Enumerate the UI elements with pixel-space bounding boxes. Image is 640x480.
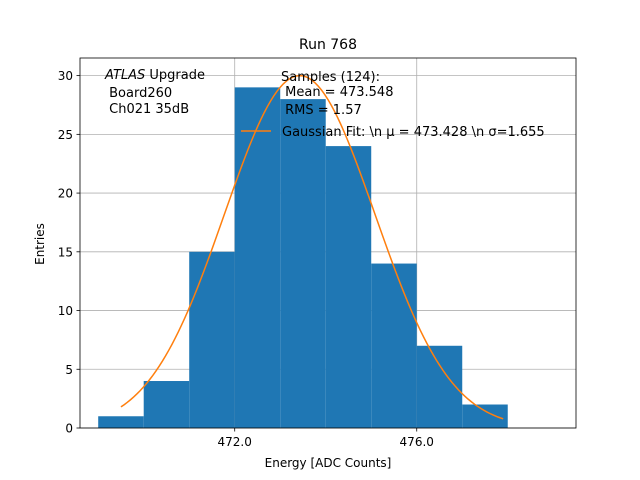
- gaussian-fit-curve: [120, 74, 504, 420]
- axis-ticks: 0 5 10 15 20 25 30 472.0 476.0: [58, 69, 434, 449]
- x-tick-label: 476.0: [400, 435, 434, 449]
- histogram-bar: [98, 416, 144, 428]
- upgrade-label: Upgrade: [145, 68, 205, 83]
- histogram-bars: [98, 87, 508, 428]
- y-tick-label: 0: [65, 422, 73, 436]
- histogram-bar: [416, 345, 463, 428]
- y-tick-label: 30: [58, 69, 73, 83]
- y-tick-label: 5: [65, 363, 73, 377]
- channel-annotation: Ch021 35dB: [105, 102, 189, 117]
- histogram-bar: [462, 404, 508, 428]
- y-axis-label: Entries: [33, 223, 47, 265]
- legend-mean: Mean = 473.548: [281, 85, 393, 100]
- histogram-bar: [234, 87, 281, 428]
- histogram-bar: [325, 146, 372, 428]
- x-axis-label: Energy [ADC Counts]: [265, 456, 392, 470]
- legend-samples-title: Samples (124):: [281, 70, 380, 85]
- axes-frame: [79, 57, 577, 429]
- atlas-annotation-line1: ATLAS Upgrade: [104, 68, 205, 83]
- y-tick-label: 10: [58, 304, 73, 318]
- y-tick-label: 20: [58, 187, 73, 201]
- histogram-bar: [280, 99, 326, 428]
- histogram-bar: [143, 381, 190, 428]
- atlas-label: ATLAS: [104, 68, 145, 83]
- y-tick-label: 15: [58, 245, 73, 259]
- legend-fit-label: Gaussian Fit: \n μ = 473.428 \n σ=1.655: [282, 125, 545, 140]
- legend-rms: RMS = 1.57: [281, 103, 362, 118]
- y-tick-label: 25: [58, 128, 73, 142]
- board-annotation: Board260: [105, 86, 172, 101]
- histogram-bar: [189, 251, 235, 428]
- chart-title: Run 768: [299, 37, 357, 53]
- histogram-bar: [371, 263, 417, 428]
- x-tick-label: 472.0: [218, 435, 252, 449]
